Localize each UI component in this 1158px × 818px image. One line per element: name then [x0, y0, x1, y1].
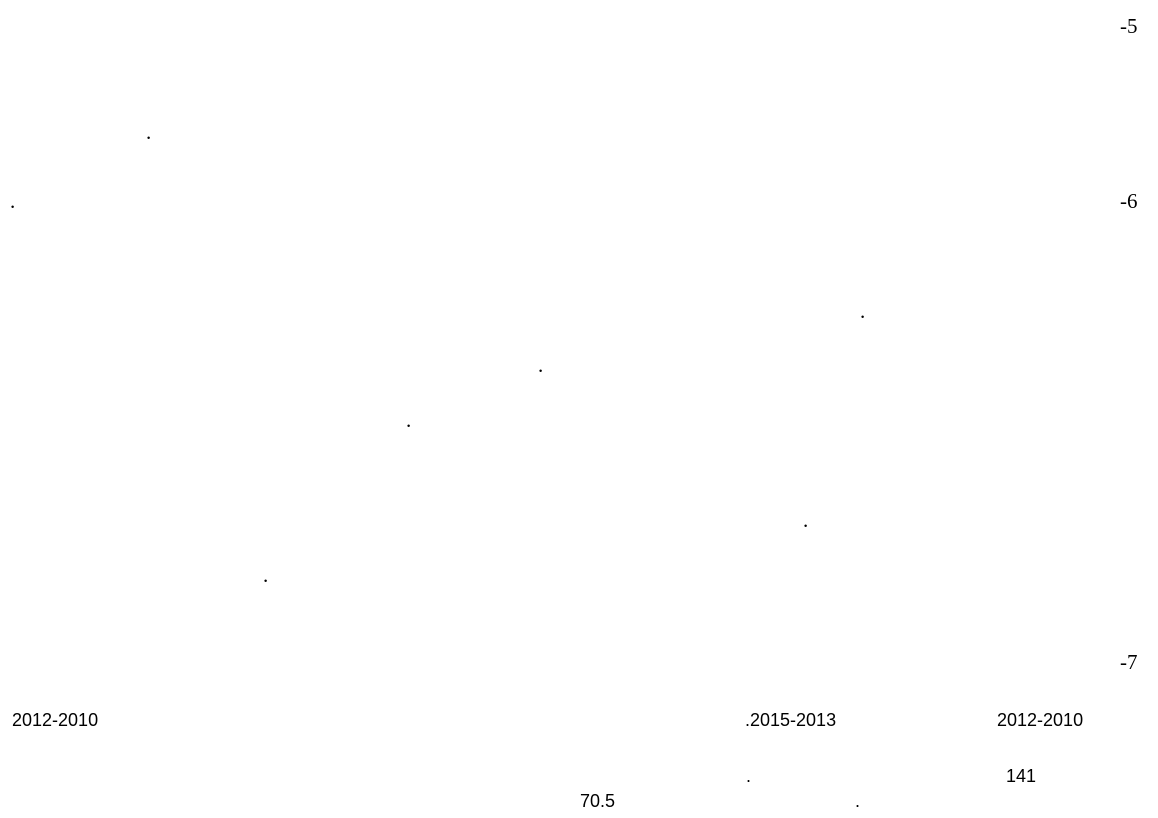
number: 141 — [1006, 766, 1037, 786]
item-number: -5 — [1120, 14, 1138, 38]
item-number: -6 — [1120, 189, 1138, 213]
period: . — [146, 120, 152, 144]
period: . — [855, 791, 861, 811]
period: . — [538, 353, 544, 377]
period: . — [860, 299, 866, 323]
year-range: 2012-2010 — [997, 710, 1084, 730]
number: 70.5 — [580, 791, 616, 811]
period: . — [746, 766, 752, 786]
period: . — [406, 408, 412, 432]
period: . — [263, 563, 269, 587]
period: . — [803, 508, 809, 532]
period: . — [10, 189, 16, 213]
year-range: .2015-2013 — [745, 710, 837, 730]
item-number: -7 — [1120, 650, 1138, 674]
year-range: 2012-2010 — [12, 710, 99, 730]
